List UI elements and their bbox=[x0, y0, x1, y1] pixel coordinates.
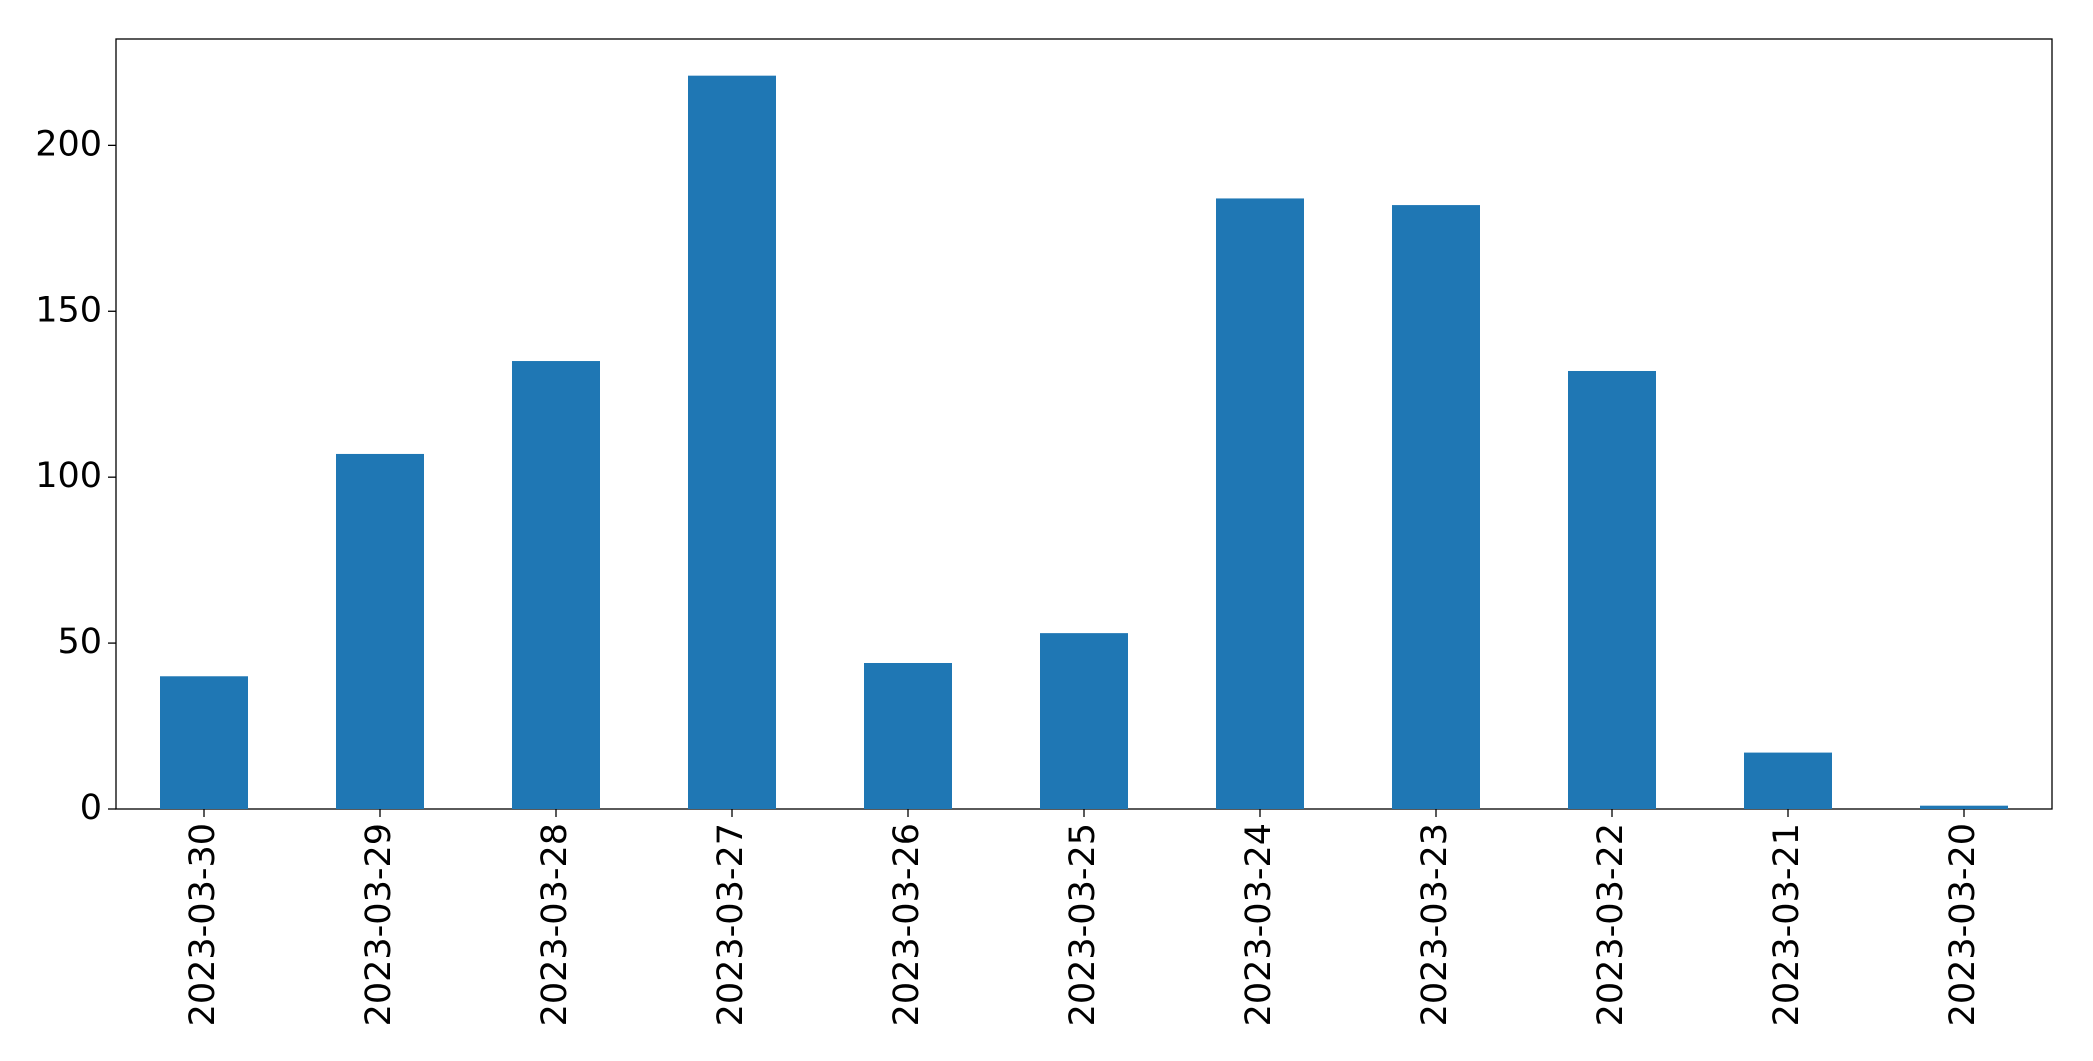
x-tick-label: 2023-03-28 bbox=[535, 823, 575, 1026]
bar bbox=[688, 75, 776, 809]
bar bbox=[512, 361, 600, 809]
bar bbox=[1040, 633, 1128, 809]
bar bbox=[1392, 205, 1480, 809]
y-tick-label: 150 bbox=[35, 290, 102, 330]
y-tick-label: 0 bbox=[80, 788, 102, 828]
y-tick-label: 100 bbox=[35, 456, 102, 496]
bar bbox=[1744, 752, 1832, 809]
x-tick-label: 2023-03-20 bbox=[1943, 823, 1983, 1026]
bar bbox=[864, 662, 952, 809]
x-tick-label: 2023-03-24 bbox=[1239, 823, 1279, 1026]
bar bbox=[336, 453, 424, 809]
x-tick-label: 2023-03-23 bbox=[1415, 823, 1455, 1026]
x-tick-label: 2023-03-30 bbox=[183, 823, 223, 1026]
bar bbox=[1568, 370, 1656, 809]
x-tick-label: 2023-03-21 bbox=[1767, 823, 1807, 1026]
bar bbox=[1920, 805, 2008, 809]
bar bbox=[160, 676, 248, 809]
bar bbox=[1216, 198, 1304, 810]
x-tick-label: 2023-03-25 bbox=[1063, 823, 1103, 1026]
y-tick-label: 200 bbox=[35, 124, 102, 164]
x-tick-label: 2023-03-27 bbox=[711, 823, 751, 1026]
y-tick-label: 50 bbox=[57, 622, 102, 662]
x-tick-label: 2023-03-26 bbox=[887, 823, 927, 1026]
x-tick-label: 2023-03-22 bbox=[1591, 823, 1631, 1026]
x-tick-label: 2023-03-29 bbox=[359, 823, 399, 1026]
